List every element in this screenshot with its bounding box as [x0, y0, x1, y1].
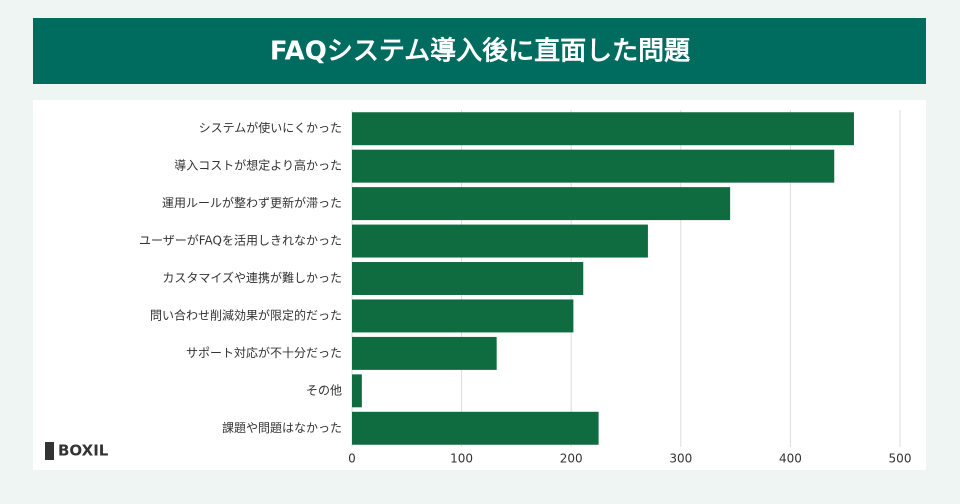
bar — [352, 411, 599, 445]
title-banner — [33, 18, 926, 84]
x-tick-label: 100 — [450, 452, 473, 466]
bar — [352, 374, 362, 408]
y-tick-label: ユーザーがFAQを活用しきれなかった — [139, 233, 342, 248]
x-tick-label: 300 — [669, 452, 692, 466]
x-tick-label: 400 — [779, 452, 802, 466]
x-tick-label: 500 — [889, 452, 912, 466]
y-tick-label: その他 — [306, 383, 342, 397]
bar — [352, 224, 648, 258]
bar — [352, 299, 574, 333]
y-tick-label: サポート対応が不十分だった — [186, 345, 342, 360]
bar — [352, 336, 497, 370]
chart-title: FAQシステム導入後に直面した問題 — [270, 36, 691, 67]
y-tick-label: 問い合わせ削減効果が限定的だった — [150, 307, 342, 322]
y-tick-label: 導入コストが想定より高かった — [174, 158, 342, 173]
y-tick-label: カスタマイズや連携が難しかった — [162, 270, 342, 285]
brand: BOXIL — [58, 442, 109, 460]
bar — [352, 187, 731, 221]
y-tick-label: 運用ルールが整わず更新が滞った — [162, 195, 342, 210]
y-tick-label: 課題や問題はなかった — [222, 420, 342, 435]
bar — [352, 262, 584, 295]
y-tick-label: システムが使いにくかった — [199, 120, 342, 135]
bar — [352, 149, 835, 183]
x-tick-label: 200 — [560, 452, 583, 466]
bar — [352, 112, 854, 146]
x-tick-label: 0 — [348, 452, 356, 466]
brand-icon — [45, 442, 54, 460]
